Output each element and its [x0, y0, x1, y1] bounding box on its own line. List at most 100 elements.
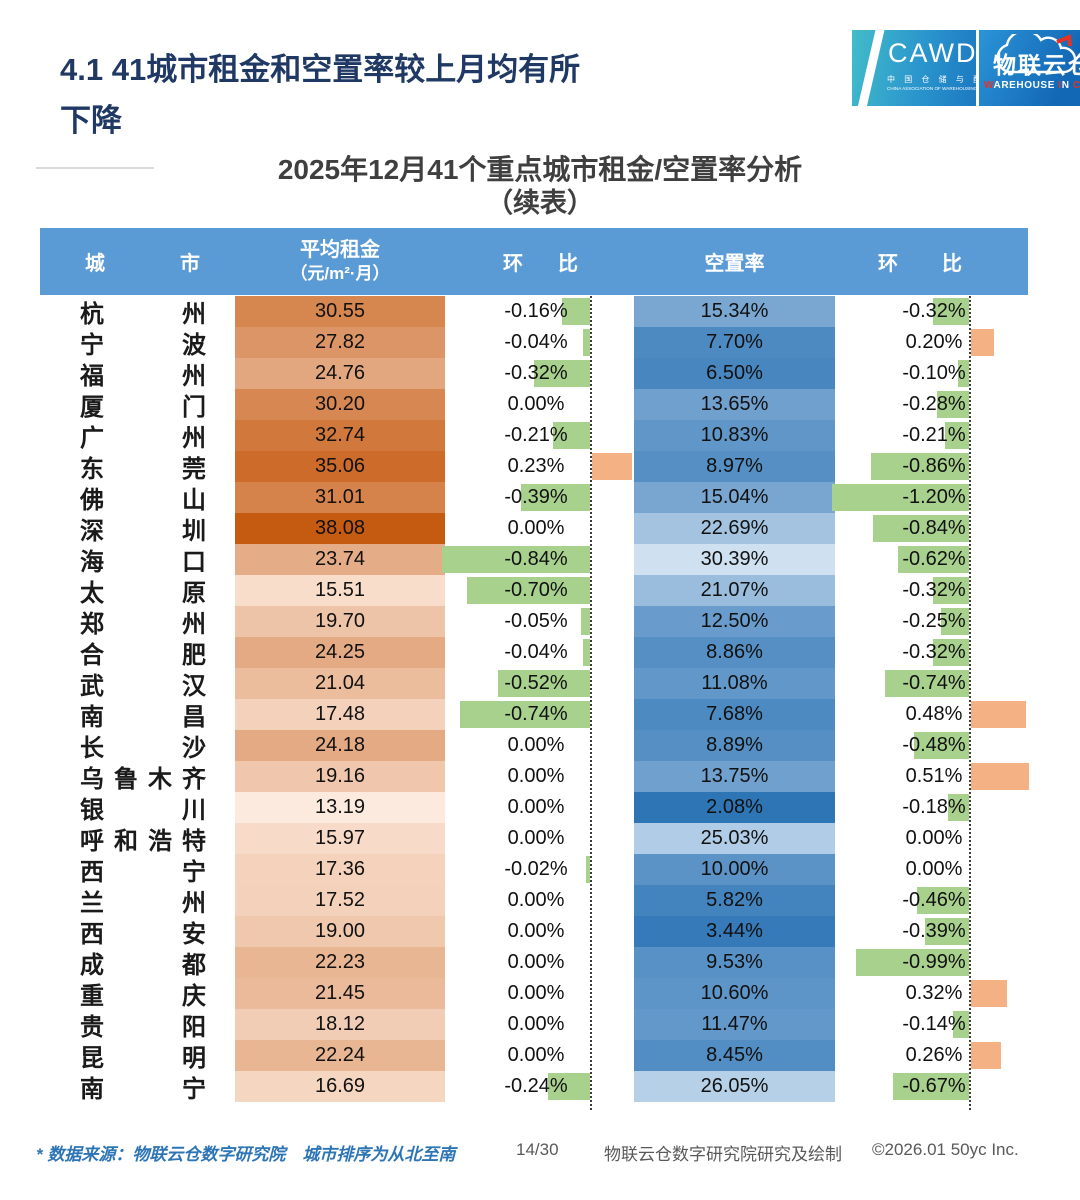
city-cell: 东莞 [80, 451, 206, 483]
rent-cell: 16.69 [235, 1071, 445, 1102]
rent-mom-value: -0.21% [504, 424, 568, 446]
vacancy-cell: 13.65% [634, 389, 835, 420]
city-char: 兰 [80, 890, 104, 917]
city-rent-vacancy-table: 城 市 平均租金 （元/m²·月） 环 比 空置率 环 比 杭州 30.55 -0.… [40, 228, 1030, 1116]
city-char: 西 [80, 859, 104, 886]
table-row: 广州 32.74 -0.21% 10.83% -0.21% [40, 420, 1028, 452]
table-row: 海口 23.74 -0.84% 30.39% -0.62% [40, 544, 1028, 576]
rent-cell: 17.48 [235, 699, 445, 730]
rent-mom-value: -0.74% [504, 703, 568, 725]
wic-chinese-name: 物联云仓 [993, 52, 1080, 78]
vacancy-mom-value: 0.32% [905, 982, 963, 1004]
table-row: 乌鲁木齐 19.16 0.00% 13.75% 0.51% [40, 761, 1030, 793]
vacancy-mom-value: -0.86% [902, 455, 966, 477]
rent-cell: 23.74 [235, 544, 445, 575]
cawd-acronym: CAWD [888, 38, 976, 68]
vacancy-cell: 3.44% [634, 916, 835, 947]
vacancy-cell: 26.05% [634, 1071, 835, 1102]
rent-mom-bar [442, 546, 590, 573]
city-char: 南 [80, 704, 104, 731]
rent-mom-value: 0.00% [507, 796, 565, 818]
table-row: 长沙 24.18 0.00% 8.89% -0.48% [40, 730, 1028, 762]
vacancy-cell: 13.75% [634, 761, 835, 792]
rent-cell: 27.82 [235, 327, 445, 358]
cawd-english-name: CHINA ASSOCIATION OF WAREHOUSING AND DIS… [887, 86, 976, 92]
city-cell: 南昌 [80, 699, 206, 731]
city-char: 州 [182, 611, 206, 638]
vacancy-mom-value: -0.74% [902, 672, 966, 694]
table-row: 贵阳 18.12 0.00% 11.47% -0.14% [40, 1009, 1028, 1041]
rent-mom-value: 0.00% [507, 765, 565, 787]
rent-mom-value: -0.05% [504, 610, 568, 632]
city-char: 成 [80, 952, 104, 979]
rent-cell: 21.45 [235, 978, 445, 1009]
rent-mom-bar [553, 422, 590, 449]
vacancy-mom-bar [924, 918, 969, 945]
table-row: 佛山 31.01 -0.39% 15.04% -1.20% [40, 482, 1028, 514]
city-cell: 海口 [80, 544, 206, 576]
page-footer: * 数据来源：物联云仓数字研究院 城市排序为从北至南 14/30 物联云仓数字研… [0, 1140, 1080, 1170]
vacancy-cell: 8.97% [634, 451, 835, 482]
rent-mom-value: 0.00% [507, 393, 565, 415]
data-source-note: * 数据来源：物联云仓数字研究院 城市排序为从北至南 [36, 1145, 456, 1164]
rent-cell: 19.70 [235, 606, 445, 637]
city-cell: 西宁 [80, 854, 206, 886]
vacancy-cell: 8.45% [634, 1040, 835, 1071]
page-title-line2: 下降 [60, 103, 122, 138]
rent-mom-value: 0.00% [507, 982, 565, 1004]
vacancy-mom-value: -0.32% [902, 641, 966, 663]
vacancy-cell: 7.70% [634, 327, 835, 358]
vacancy-mom-bar [971, 329, 994, 356]
vacancy-mom-value: 0.26% [905, 1044, 963, 1066]
vacancy-mom-bar [937, 391, 969, 418]
city-char: 重 [80, 983, 104, 1010]
vacancy-mom-bar [884, 670, 969, 697]
rent-cell: 22.23 [235, 947, 445, 978]
table-row: 兰州 17.52 0.00% 5.82% -0.46% [40, 885, 1028, 917]
table-row: 福州 24.76 -0.32% 6.50% -0.10% [40, 358, 1028, 390]
city-cell: 厦门 [80, 389, 206, 421]
vacancy-mom-bar [945, 422, 969, 449]
rent-cell: 17.36 [235, 854, 445, 885]
rent-cell: 24.25 [235, 637, 445, 668]
vacancy-cell: 21.07% [634, 575, 835, 606]
rent-mom-value: 0.00% [507, 920, 565, 942]
vacancy-cell: 8.89% [634, 730, 835, 761]
city-char: 州 [182, 425, 206, 452]
city-char: 汉 [182, 673, 206, 700]
vacancy-mom-value: -0.32% [902, 300, 966, 322]
city-char: 圳 [182, 518, 206, 545]
vacancy-cell: 10.00% [634, 854, 835, 885]
table-title: 2025年12月41个重点城市租金/空置率分析 [277, 154, 803, 185]
logo-banner: CAWD 中 国 仓 储 与 配 送 协 会 CHINA ASSOCIATION… [852, 30, 1080, 106]
city-char: 深 [80, 518, 104, 545]
city-char: 乌 [80, 766, 104, 793]
vacancy-mom-value: -0.14% [902, 1013, 966, 1035]
rent-cell: 15.97 [235, 823, 445, 854]
table-row: 厦门 30.20 0.00% 13.65% -0.28% [40, 389, 1028, 421]
table-row: 南宁 16.69 -0.24% 26.05% -0.67% [40, 1071, 1028, 1103]
wic-english-name: WAREHOUSE IN CLOUD [984, 80, 1080, 91]
rent-mom-value: -0.04% [504, 641, 568, 663]
slash-icon [855, 30, 886, 106]
rent-cell: 18.12 [235, 1009, 445, 1040]
rent-cell: 35.06 [235, 451, 445, 482]
table-row: 深圳 38.08 0.00% 22.69% -0.84% [40, 513, 1028, 545]
city-cell: 重庆 [80, 978, 206, 1010]
rent-cell: 15.51 [235, 575, 445, 606]
city-cell: 广州 [80, 420, 206, 452]
city-char: 都 [182, 952, 206, 979]
vacancy-mom-bar [832, 484, 969, 511]
header-char: 城 [85, 253, 105, 275]
table-row: 合肥 24.25 -0.04% 8.86% -0.32% [40, 637, 1028, 669]
rent-mom-value: 0.00% [507, 889, 565, 911]
city-char: 合 [80, 642, 104, 669]
vacancy-mom-value: -0.28% [902, 393, 966, 415]
city-cell: 贵阳 [80, 1009, 206, 1041]
rent-mom-value: 0.00% [507, 1044, 565, 1066]
vacancy-mom-value: -0.32% [902, 579, 966, 601]
city-char: 和 [114, 828, 138, 855]
vacancy-cell: 10.60% [634, 978, 835, 1009]
city-char: 宁 [182, 1076, 206, 1103]
